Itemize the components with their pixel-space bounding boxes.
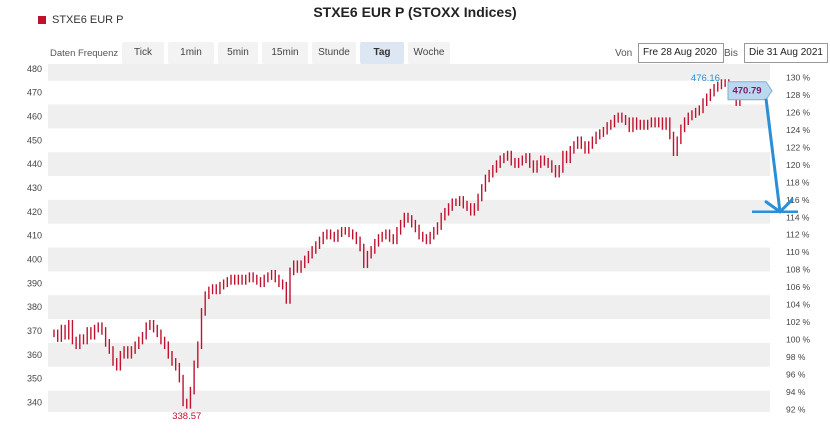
grid-band: [48, 390, 770, 412]
freq-button-tag[interactable]: Tag: [360, 42, 404, 64]
y2-tick-label: 92 %: [786, 404, 806, 414]
grid-band: [48, 295, 770, 320]
min-value-label: 338.57: [172, 411, 201, 422]
max-value-label: 476.16: [691, 73, 720, 84]
y2-tick-label: 126 %: [786, 107, 811, 117]
y2-tick-label: 124 %: [786, 125, 811, 135]
y2-tick-label: 128 %: [786, 90, 811, 100]
y-tick-label: 410: [27, 231, 42, 241]
grid-band: [48, 247, 770, 272]
y2-tick-label: 96 %: [786, 369, 806, 379]
last-value-box: [727, 81, 773, 101]
toolbar: Daten Frequenz Tick 1min 5min 15min Stun…: [0, 42, 830, 66]
freq-button-stunde[interactable]: Stunde: [312, 42, 356, 64]
y-tick-label: 390: [27, 278, 42, 288]
y2-tick-label: 116 %: [786, 195, 810, 205]
y-tick-label: 380: [27, 302, 42, 312]
y-tick-label: 480: [27, 64, 42, 74]
trend-arrow-shaft: [764, 98, 782, 212]
y2-tick-label: 108 %: [786, 265, 811, 275]
y2-tick-label: 98 %: [786, 352, 806, 362]
y-tick-label: 360: [27, 350, 42, 360]
legend-swatch: [38, 16, 46, 24]
y2-tick-label: 104 %: [786, 300, 811, 310]
freq-button-15min[interactable]: 15min: [262, 42, 308, 64]
y-tick-label: 440: [27, 159, 42, 169]
y2-tick-label: 130 %: [786, 73, 811, 83]
y-tick-label: 350: [27, 374, 42, 384]
y2-tick-label: 120 %: [786, 160, 811, 170]
grid-band: [48, 152, 770, 177]
from-date-input[interactable]: Fre 28 Aug 2020: [638, 43, 724, 63]
chart-title: STXE6 EUR P (STOXX Indices): [313, 4, 517, 20]
grid-band: [48, 64, 770, 81]
to-label: Bis: [724, 48, 738, 59]
frequency-label: Daten Frequenz: [50, 48, 119, 59]
grid-band: [48, 342, 770, 367]
y-tick-label: 340: [27, 397, 42, 407]
y2-tick-label: 118 %: [786, 177, 810, 187]
y-tick-label: 460: [27, 111, 42, 121]
freq-button-tick[interactable]: Tick: [122, 42, 164, 64]
y-tick-label: 450: [27, 135, 42, 145]
grid-band: [48, 104, 770, 129]
freq-button-5min[interactable]: 5min: [218, 42, 258, 64]
y-tick-label: 470: [27, 88, 42, 98]
y-tick-label: 400: [27, 254, 42, 264]
last-value-label: 470.79: [732, 86, 761, 97]
y-tick-label: 430: [27, 183, 42, 193]
y2-tick-label: 106 %: [786, 282, 811, 292]
y-tick-label: 420: [27, 207, 42, 217]
y2-tick-label: 102 %: [786, 317, 811, 327]
to-date-input[interactable]: Die 31 Aug 2021: [744, 43, 828, 63]
y2-tick-label: 122 %: [786, 142, 811, 152]
y-tick-label: 370: [27, 326, 42, 336]
grid-band: [48, 199, 770, 224]
legend-label: STXE6 EUR P: [52, 14, 124, 26]
y2-tick-label: 110 %: [786, 247, 810, 257]
y2-tick-label: 100 %: [786, 335, 811, 345]
y2-tick-label: 114 %: [786, 212, 810, 222]
from-label: Von: [615, 48, 633, 59]
freq-button-woche[interactable]: Woche: [408, 42, 450, 64]
y2-tick-label: 94 %: [786, 387, 806, 397]
y2-tick-label: 112 %: [786, 230, 810, 240]
legend: STXE6 EUR P: [38, 14, 124, 26]
freq-button-1min[interactable]: 1min: [168, 42, 214, 64]
